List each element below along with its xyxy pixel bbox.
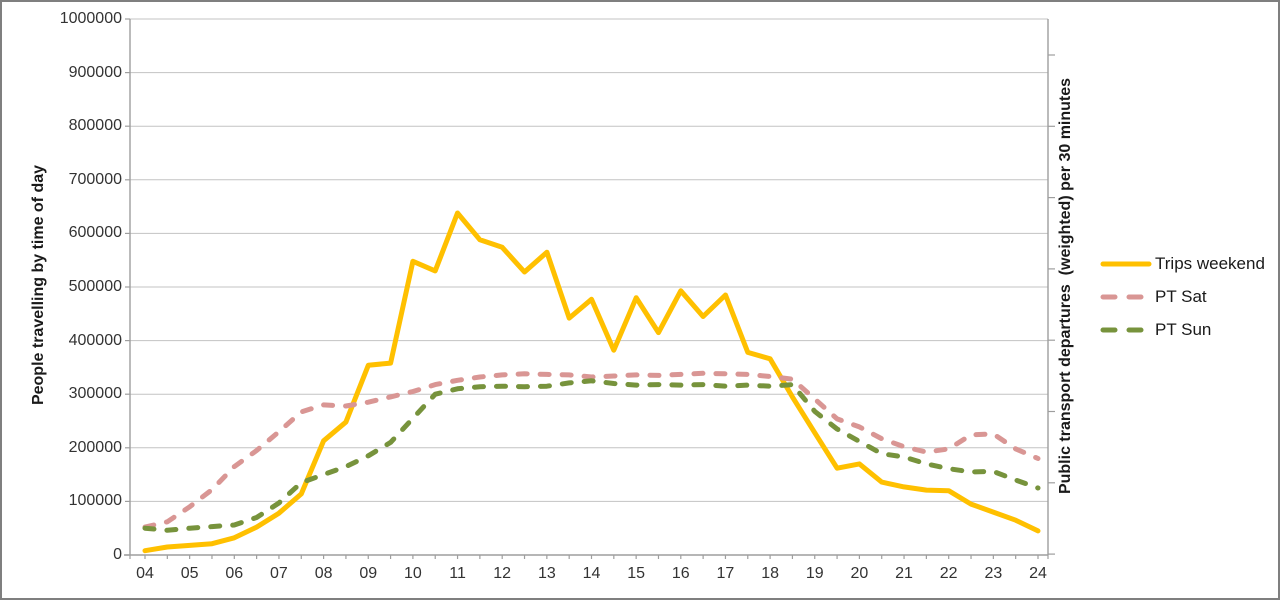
x-axis-tick-label: 21 xyxy=(895,565,913,582)
series-line-pt-sun xyxy=(142,378,1041,533)
y-axis-tick-label: 1000000 xyxy=(59,10,122,27)
x-axis-tick-label: 22 xyxy=(939,565,958,582)
y-axis-tick-label: 700000 xyxy=(68,170,122,188)
x-axis-tick-label: 06 xyxy=(225,565,244,582)
legend-swatch-trips-weekend xyxy=(1100,261,1152,267)
x-axis-tick-label: 11 xyxy=(449,565,466,582)
legend-label-pt-sat: PT Sat xyxy=(1155,287,1207,306)
legend: Trips weekend PT Sat PT Sun xyxy=(1100,254,1265,353)
legend-item-pt-sun: PT Sun xyxy=(1100,320,1265,340)
y-axis-tick-label: 800000 xyxy=(68,117,122,135)
y-axis-tick-label: 900000 xyxy=(68,63,122,81)
x-axis-tick-label: 05 xyxy=(180,565,199,582)
x-axis-tick-label: 17 xyxy=(716,565,735,582)
x-axis-tick-label: 13 xyxy=(537,565,556,582)
x-axis-tick-label: 16 xyxy=(671,565,690,582)
legend-label-trips-weekend: Trips weekend xyxy=(1155,254,1265,273)
x-axis-tick-label: 14 xyxy=(582,565,601,582)
y-axis-tick-label: 100000 xyxy=(68,492,122,510)
x-axis-tick-label: 15 xyxy=(627,565,646,582)
y-axis-tick-label: 400000 xyxy=(68,331,122,349)
legend-item-pt-sat: PT Sat xyxy=(1100,287,1265,307)
x-axis-tick-label: 10 xyxy=(403,565,422,582)
y-axis-tick-label: 500000 xyxy=(68,278,122,295)
legend-swatch-pt-sat xyxy=(1100,294,1152,300)
x-axis-tick-label: 09 xyxy=(359,565,378,582)
legend-item-trips-weekend: Trips weekend xyxy=(1100,254,1265,274)
x-axis-tick-label: 12 xyxy=(493,565,512,582)
x-axis-tick-label: 04 xyxy=(136,565,154,582)
left-axis-title: People travelling by time of day xyxy=(30,164,47,406)
x-axis-tick-label: 07 xyxy=(270,565,288,582)
series-line-pt-sat xyxy=(142,370,1041,530)
x-axis-tick-label: 18 xyxy=(761,565,779,582)
series-line-trips-weekend xyxy=(142,210,1041,554)
x-axis-tick-label: 08 xyxy=(314,565,333,582)
right-axis-title: Public transport departures (weighted) p… xyxy=(1057,77,1074,495)
legend-swatch-pt-sun xyxy=(1100,327,1152,333)
x-axis-tick-label: 20 xyxy=(850,565,869,582)
x-axis-tick-label: 24 xyxy=(1029,565,1047,582)
y-axis-tick-label: 0 xyxy=(113,546,122,563)
y-axis-tick-label: 600000 xyxy=(68,224,122,242)
legend-label-pt-sun: PT Sun xyxy=(1155,320,1212,339)
y-axis-tick-label: 300000 xyxy=(68,385,122,403)
x-axis-tick-label: 19 xyxy=(805,565,824,582)
x-axis-tick-label: 23 xyxy=(984,565,1003,582)
y-axis-tick-label: 200000 xyxy=(68,438,122,456)
